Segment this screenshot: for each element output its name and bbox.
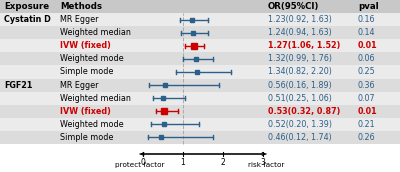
Text: Weighted median: Weighted median (60, 28, 131, 37)
Text: 0.52(0.20, 1.39): 0.52(0.20, 1.39) (268, 120, 332, 129)
Text: 3: 3 (260, 158, 266, 167)
Text: 0.21: 0.21 (358, 120, 376, 129)
Text: MR Egger: MR Egger (60, 15, 98, 24)
Text: Cystatin D: Cystatin D (4, 15, 51, 24)
Text: 0.16: 0.16 (358, 15, 376, 24)
Text: 0.14: 0.14 (358, 28, 376, 37)
Text: 1.32(0.99, 1.76): 1.32(0.99, 1.76) (268, 54, 332, 63)
Text: 0.51(0.25, 1.06): 0.51(0.25, 1.06) (268, 94, 332, 103)
Text: IVW (fixed): IVW (fixed) (60, 41, 111, 50)
Text: IVW (fixed): IVW (fixed) (60, 107, 111, 116)
Text: 1.23(0.92, 1.63): 1.23(0.92, 1.63) (268, 15, 332, 24)
Text: FGF21: FGF21 (4, 80, 32, 90)
Bar (0, 26, 400, 39)
Text: 2: 2 (221, 158, 225, 167)
Text: Methods: Methods (60, 2, 102, 11)
Text: 0.06: 0.06 (358, 54, 376, 63)
Text: MR Egger: MR Egger (60, 80, 98, 90)
Bar (0, 13, 400, 26)
Text: 0.01: 0.01 (358, 107, 378, 116)
Bar (0, 0, 400, 13)
Text: 0.25: 0.25 (358, 67, 376, 76)
Bar (0, 78, 400, 92)
Bar (0, 65, 400, 78)
Text: Exposure: Exposure (4, 2, 49, 11)
Text: 0.56(0.16, 1.89): 0.56(0.16, 1.89) (268, 80, 332, 90)
Bar (0, 118, 400, 131)
Bar (0, 144, 400, 172)
Text: 0.26: 0.26 (358, 133, 376, 142)
Text: pval: pval (358, 2, 379, 11)
Text: OR(95%CI): OR(95%CI) (268, 2, 319, 11)
Bar (0, 52, 400, 65)
Text: Simple mode: Simple mode (60, 133, 113, 142)
Text: Weighted mode: Weighted mode (60, 120, 124, 129)
Bar (0, 131, 400, 144)
Text: 0.01: 0.01 (358, 41, 378, 50)
Text: 0: 0 (140, 158, 146, 167)
Text: 1.24(0.94, 1.63): 1.24(0.94, 1.63) (268, 28, 332, 37)
Text: 1: 1 (181, 158, 185, 167)
Text: 0.36: 0.36 (358, 80, 376, 90)
Text: 1.27(1.06, 1.52): 1.27(1.06, 1.52) (268, 41, 340, 50)
Bar (0, 39, 400, 52)
Text: 0.53(0.32, 0.87): 0.53(0.32, 0.87) (268, 107, 340, 116)
Text: risk factor: risk factor (248, 162, 284, 168)
Text: Weighted median: Weighted median (60, 94, 131, 103)
Text: protect factor: protect factor (115, 162, 165, 168)
Text: Simple mode: Simple mode (60, 67, 113, 76)
Text: 0.46(0.12, 1.74): 0.46(0.12, 1.74) (268, 133, 332, 142)
Text: Weighted mode: Weighted mode (60, 54, 124, 63)
Bar (0, 105, 400, 118)
Bar (0, 92, 400, 105)
Text: 1.34(0.82, 2.20): 1.34(0.82, 2.20) (268, 67, 332, 76)
Text: 0.07: 0.07 (358, 94, 376, 103)
